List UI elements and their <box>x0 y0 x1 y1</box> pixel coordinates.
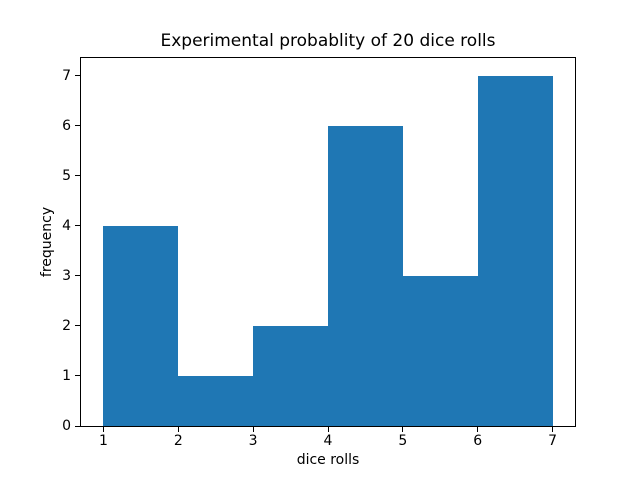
histogram-bar <box>103 225 179 426</box>
histogram-bar <box>253 325 328 426</box>
y-tick-label: 7 <box>62 67 71 84</box>
y-tick-mark <box>75 75 80 77</box>
x-tick-mark <box>477 427 479 432</box>
y-tick-label: 2 <box>62 317 71 334</box>
y-tick-mark <box>75 375 80 377</box>
y-tick-mark <box>75 325 80 327</box>
y-tick-label: 0 <box>62 418 71 434</box>
x-tick-mark <box>252 427 254 432</box>
histogram-bar <box>477 75 553 426</box>
x-tick-label: 4 <box>323 433 333 449</box>
histogram-bar <box>178 375 254 426</box>
plot-area <box>80 57 576 427</box>
x-tick-label: 3 <box>248 433 258 449</box>
chart-title: Experimental probablity of 20 dice rolls <box>160 31 496 51</box>
x-tick-label: 1 <box>98 433 108 449</box>
y-tick-mark <box>75 225 80 227</box>
y-tick-label: 5 <box>62 167 71 184</box>
x-tick-label: 6 <box>473 433 483 449</box>
y-tick-mark <box>75 125 80 127</box>
x-tick-mark <box>327 427 329 432</box>
x-axis-label: dice rolls <box>296 452 360 468</box>
x-tick-label: 2 <box>173 433 183 449</box>
y-tick-mark <box>75 275 80 277</box>
histogram-bar <box>402 275 478 426</box>
x-tick-label: 5 <box>398 433 408 449</box>
x-tick-mark <box>552 427 554 432</box>
x-tick-label: 7 <box>548 433 557 449</box>
y-tick-mark <box>75 175 80 177</box>
histogram-bar <box>328 125 403 426</box>
x-tick-mark <box>402 427 404 432</box>
y-tick-label: 1 <box>62 367 71 384</box>
x-tick-mark <box>102 427 104 432</box>
y-tick-label: 4 <box>62 217 71 234</box>
y-tick-label: 6 <box>62 117 71 134</box>
y-tick-label: 3 <box>62 267 71 284</box>
x-tick-mark <box>177 427 179 432</box>
y-tick-mark <box>75 425 80 427</box>
